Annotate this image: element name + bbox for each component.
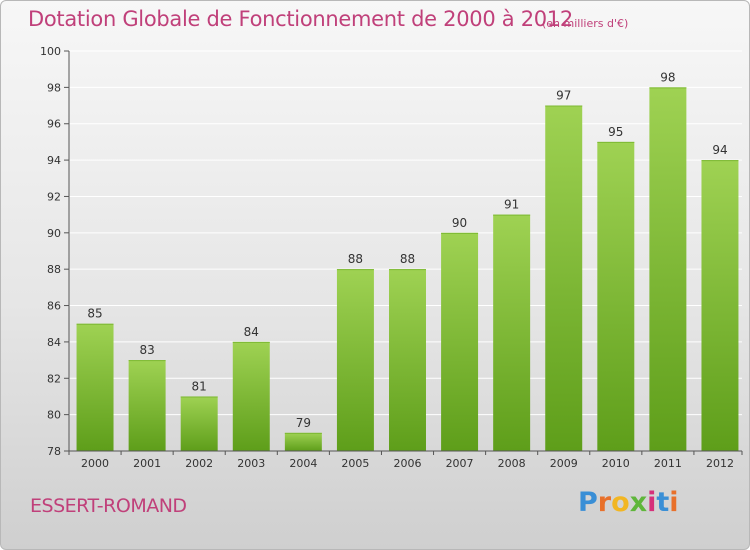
x-tick-label: 2002 bbox=[185, 457, 213, 470]
commune-name: ESSERT-ROMAND bbox=[30, 495, 187, 517]
bar-value-label: 95 bbox=[608, 125, 623, 139]
bar-2005 bbox=[336, 269, 374, 451]
chart-subtitle: (en milliers d'€) bbox=[542, 17, 629, 30]
y-tick-label: 84 bbox=[47, 336, 61, 349]
logo-letter: r bbox=[597, 487, 612, 518]
bar-2008 bbox=[493, 214, 531, 451]
x-tick-label: 2011 bbox=[654, 457, 682, 470]
x-tick-label: 2009 bbox=[550, 457, 578, 470]
bar-value-label: 79 bbox=[296, 416, 311, 430]
bar-value-label: 98 bbox=[660, 70, 675, 84]
y-tick-label: 100 bbox=[40, 45, 61, 58]
bar-2006 bbox=[389, 269, 426, 451]
y-tick-label: 86 bbox=[47, 300, 61, 313]
x-tick-label: 2003 bbox=[237, 457, 265, 470]
x-tick-label: 2006 bbox=[394, 457, 422, 470]
bars bbox=[76, 87, 739, 451]
bar-value-label: 88 bbox=[400, 252, 415, 266]
bar-value-label: 90 bbox=[452, 216, 467, 230]
bar-2001 bbox=[128, 360, 166, 451]
bar-value-label: 88 bbox=[348, 252, 363, 266]
y-tick-label: 98 bbox=[47, 81, 61, 94]
logo-letter: i bbox=[669, 487, 679, 518]
y-tick-label: 80 bbox=[47, 409, 61, 422]
y-tick-label: 96 bbox=[47, 118, 61, 131]
x-tick-label: 2010 bbox=[602, 457, 630, 470]
bar-value-label: 97 bbox=[556, 89, 571, 103]
y-tick-label: 82 bbox=[47, 372, 61, 385]
logo-letter: P bbox=[578, 487, 598, 518]
bar-2003 bbox=[232, 341, 270, 451]
y-tick-label: 90 bbox=[47, 227, 61, 240]
x-tick-label: 2004 bbox=[289, 457, 317, 470]
proxiti-logo: Proxiti bbox=[578, 487, 679, 518]
y-tick-label: 94 bbox=[47, 154, 61, 167]
bar-2012 bbox=[701, 160, 739, 451]
bar-value-label: 83 bbox=[139, 343, 154, 357]
bar-2002 bbox=[180, 396, 218, 451]
x-tick-label: 2001 bbox=[133, 457, 161, 470]
bar-2010 bbox=[597, 141, 635, 451]
bar-2009 bbox=[545, 105, 583, 451]
y-tick-label: 92 bbox=[47, 190, 61, 203]
labels: 78 80 82 84 86 88 90 92 94 96 98 100 85 2000 83 2001 81 2… bbox=[40, 45, 734, 470]
x-tick-label: 2000 bbox=[81, 457, 109, 470]
x-tick-label: 2008 bbox=[498, 457, 526, 470]
x-tick-label: 2012 bbox=[706, 457, 734, 470]
x-tick-label: 2007 bbox=[446, 457, 474, 470]
axes bbox=[64, 50, 743, 455]
bar-value-label: 81 bbox=[192, 379, 207, 393]
bar-2007 bbox=[441, 232, 479, 451]
bar-value-label: 94 bbox=[712, 143, 727, 157]
bar-2011 bbox=[649, 87, 687, 451]
bar-value-label: 85 bbox=[87, 307, 102, 321]
y-tick-label: 88 bbox=[47, 263, 61, 276]
y-tick-label: 78 bbox=[47, 445, 61, 458]
bar-2000 bbox=[76, 323, 114, 451]
bar-value-label: 84 bbox=[244, 325, 259, 339]
chart-title: Dotation Globale de Fonctionnement de 20… bbox=[28, 7, 573, 31]
bar-value-label: 91 bbox=[504, 198, 519, 212]
logo-letter: t bbox=[656, 487, 670, 518]
logo-letter: x bbox=[629, 487, 648, 518]
x-tick-label: 2005 bbox=[341, 457, 369, 470]
bar-2004 bbox=[284, 432, 322, 451]
logo-letter: o bbox=[611, 487, 630, 518]
logo-letter: i bbox=[647, 487, 657, 518]
